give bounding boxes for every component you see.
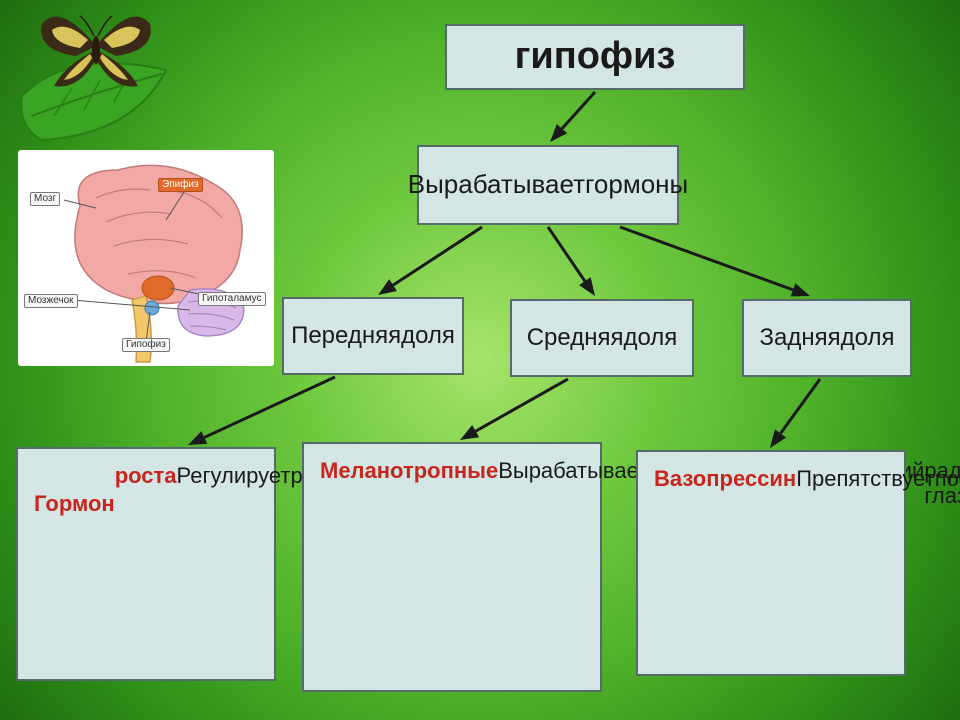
node-anterior-lobe: Передняя доля xyxy=(282,297,464,375)
box-text-line: Передняя xyxy=(291,322,401,350)
arrow-shaft xyxy=(476,379,568,431)
box-text-line: Препятствует xyxy=(796,466,935,491)
arrow-head xyxy=(378,279,397,295)
box-text-line: доля xyxy=(623,324,677,352)
arrow-shaft xyxy=(620,227,793,290)
diagram-stage: Мозг Эпифиз Мозжечок Гипоталамус Гипофиз… xyxy=(0,0,960,720)
box-text-line: Вырабатывает xyxy=(408,170,585,200)
arrow-head xyxy=(579,277,595,296)
node-growth-hormone: ГормонростаРегулируетрост xyxy=(16,447,276,681)
box-text-line: Задняя xyxy=(760,324,841,352)
arrow-head xyxy=(770,429,786,448)
box-text-line: Меланотропные xyxy=(320,458,498,483)
arrow-shaft xyxy=(562,92,595,129)
box-text-line: Средняя xyxy=(527,324,624,352)
box-text-line: гормоны xyxy=(585,170,688,200)
node-vasopressin: ВазопрессинПрепятствуетпотережидкости вп… xyxy=(636,450,906,676)
node-posterior-lobe: Задняядоля xyxy=(742,299,912,377)
node-melanotropic: МеланотропныеВырабатываетсяпигмент мелан… xyxy=(302,442,602,692)
node-middle-lobe: Средняядоля xyxy=(510,299,694,377)
arrow-shaft xyxy=(781,379,820,433)
box-text-line: доля xyxy=(841,324,895,352)
arrow-head xyxy=(188,431,207,445)
box-text-line: гипофиз xyxy=(515,35,676,79)
arrow-shaft xyxy=(393,227,482,285)
arrow-shaft xyxy=(548,227,585,281)
box-text-line: роста xyxy=(115,463,177,488)
node-produces: Вырабатываетгормоны xyxy=(417,145,679,225)
box-text-line: Гормон xyxy=(34,491,115,516)
arrow-head xyxy=(460,425,479,440)
box-text-line: доля xyxy=(401,322,455,350)
box-text-line: Вазопрессин xyxy=(654,466,796,491)
box-text-line: потере xyxy=(935,466,960,491)
box-text-line: Регулирует xyxy=(177,463,291,488)
arrow-head xyxy=(791,283,810,296)
node-title: гипофиз xyxy=(445,24,745,90)
arrow-shaft xyxy=(204,377,335,437)
